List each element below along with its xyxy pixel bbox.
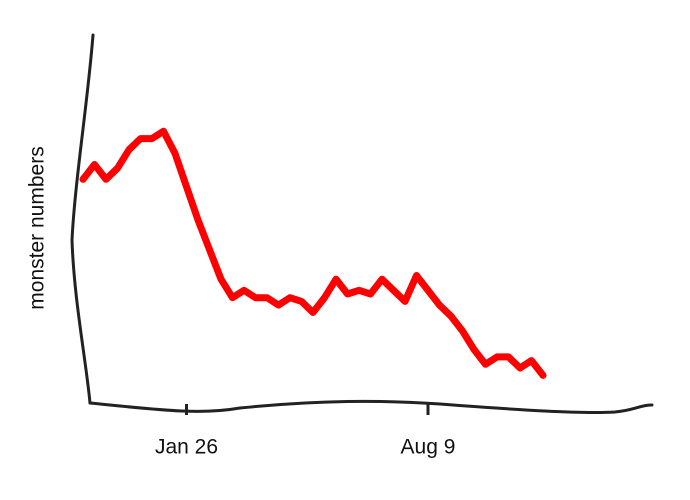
x-tick-label: Jan 26: [155, 436, 218, 459]
data-line: [79, 127, 547, 379]
x-axis: [88, 399, 654, 415]
y-axis: [70, 33, 95, 405]
x-tick-label: Aug 9: [401, 436, 456, 459]
y-axis-label: monster numbers: [26, 146, 49, 309]
